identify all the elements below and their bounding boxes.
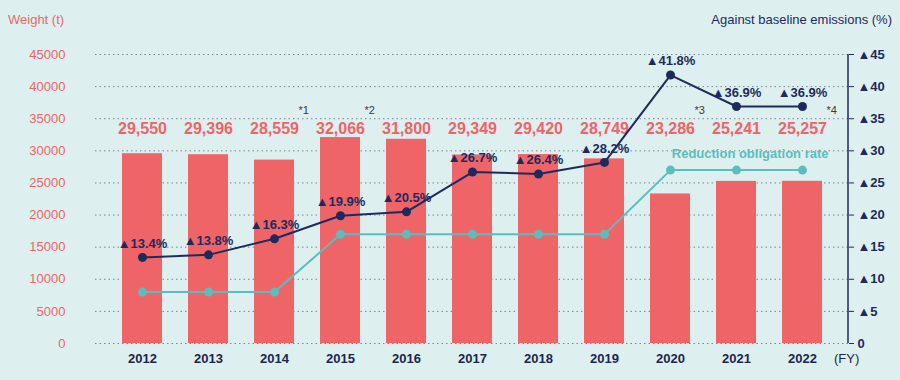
svg-text:28,559: 28,559	[250, 120, 299, 137]
svg-text:15000: 15000	[29, 239, 65, 254]
svg-text:▲5: ▲5	[858, 304, 878, 319]
svg-text:0: 0	[858, 336, 865, 351]
svg-text:▲45: ▲45	[858, 47, 885, 62]
svg-text:32,066: 32,066	[316, 120, 365, 137]
svg-text:*2: *2	[365, 104, 375, 116]
svg-text:31,800: 31,800	[382, 120, 431, 137]
svg-text:2020: 2020	[656, 351, 685, 366]
svg-text:29,396: 29,396	[184, 120, 233, 137]
svg-text:▲10: ▲10	[858, 271, 885, 286]
svg-text:25,241: 25,241	[712, 120, 761, 137]
svg-text:20000: 20000	[29, 207, 65, 222]
html-text:(FY): (FY)	[834, 351, 860, 366]
svg-text:2015: 2015	[326, 351, 355, 366]
svg-text:35000: 35000	[29, 111, 65, 126]
svg-text:10000: 10000	[29, 271, 65, 286]
svg-text:2013: 2013	[194, 351, 223, 366]
svg-text:2014: 2014	[260, 351, 290, 366]
svg-text:2021: 2021	[722, 351, 751, 366]
svg-text:▲28.2%: ▲28.2%	[580, 141, 630, 156]
svg-text:▲26.4%: ▲26.4%	[514, 152, 564, 167]
svg-text:2018: 2018	[524, 351, 553, 366]
svg-text:25000: 25000	[29, 175, 65, 190]
svg-text:▲16.3%: ▲16.3%	[250, 217, 300, 232]
svg-text:▲35: ▲35	[858, 111, 885, 126]
svg-text:2012: 2012	[128, 351, 157, 366]
svg-text:25,257: 25,257	[778, 120, 827, 137]
svg-text:*3: *3	[695, 104, 705, 116]
svg-text:▲13.4%: ▲13.4%	[118, 236, 168, 251]
svg-text:▲40: ▲40	[858, 79, 885, 94]
svg-text:▲26.7%: ▲26.7%	[448, 150, 498, 165]
svg-text:Reduction obligation rate: Reduction obligation rate	[672, 146, 829, 161]
svg-text:29,550: 29,550	[118, 120, 167, 137]
svg-text:▲20: ▲20	[858, 207, 885, 222]
html-text:Against baseline emissions (%): Against baseline emissions (%)	[711, 12, 892, 27]
svg-text:40000: 40000	[29, 79, 65, 94]
svg-text:*4: *4	[827, 104, 837, 116]
svg-text:▲15: ▲15	[858, 239, 885, 254]
svg-text:▲41.8%: ▲41.8%	[646, 53, 696, 68]
svg-text:▲19.9%: ▲19.9%	[316, 194, 366, 209]
svg-text:23,286: 23,286	[646, 120, 695, 137]
svg-text:*1: *1	[299, 104, 309, 116]
svg-text:45000: 45000	[29, 47, 65, 62]
svg-text:▲36.9%: ▲36.9%	[712, 85, 762, 100]
svg-text:▲36.9%: ▲36.9%	[778, 85, 828, 100]
svg-text:▲20.5%: ▲20.5%	[382, 190, 432, 205]
svg-text:28,749: 28,749	[580, 120, 629, 137]
svg-text:▲25: ▲25	[858, 175, 885, 190]
svg-text:2017: 2017	[458, 351, 487, 366]
svg-text:▲13.8%: ▲13.8%	[184, 233, 234, 248]
svg-text:0: 0	[58, 336, 65, 351]
svg-text:29,349: 29,349	[448, 120, 497, 137]
svg-text:30000: 30000	[29, 143, 65, 158]
svg-text:2016: 2016	[392, 351, 421, 366]
svg-text:2019: 2019	[590, 351, 619, 366]
svg-text:5000: 5000	[37, 304, 66, 319]
svg-text:▲30: ▲30	[858, 143, 885, 158]
svg-text:2022: 2022	[788, 351, 817, 366]
html-text:Weight (t): Weight (t)	[8, 12, 65, 27]
svg-text:29,420: 29,420	[514, 120, 563, 137]
